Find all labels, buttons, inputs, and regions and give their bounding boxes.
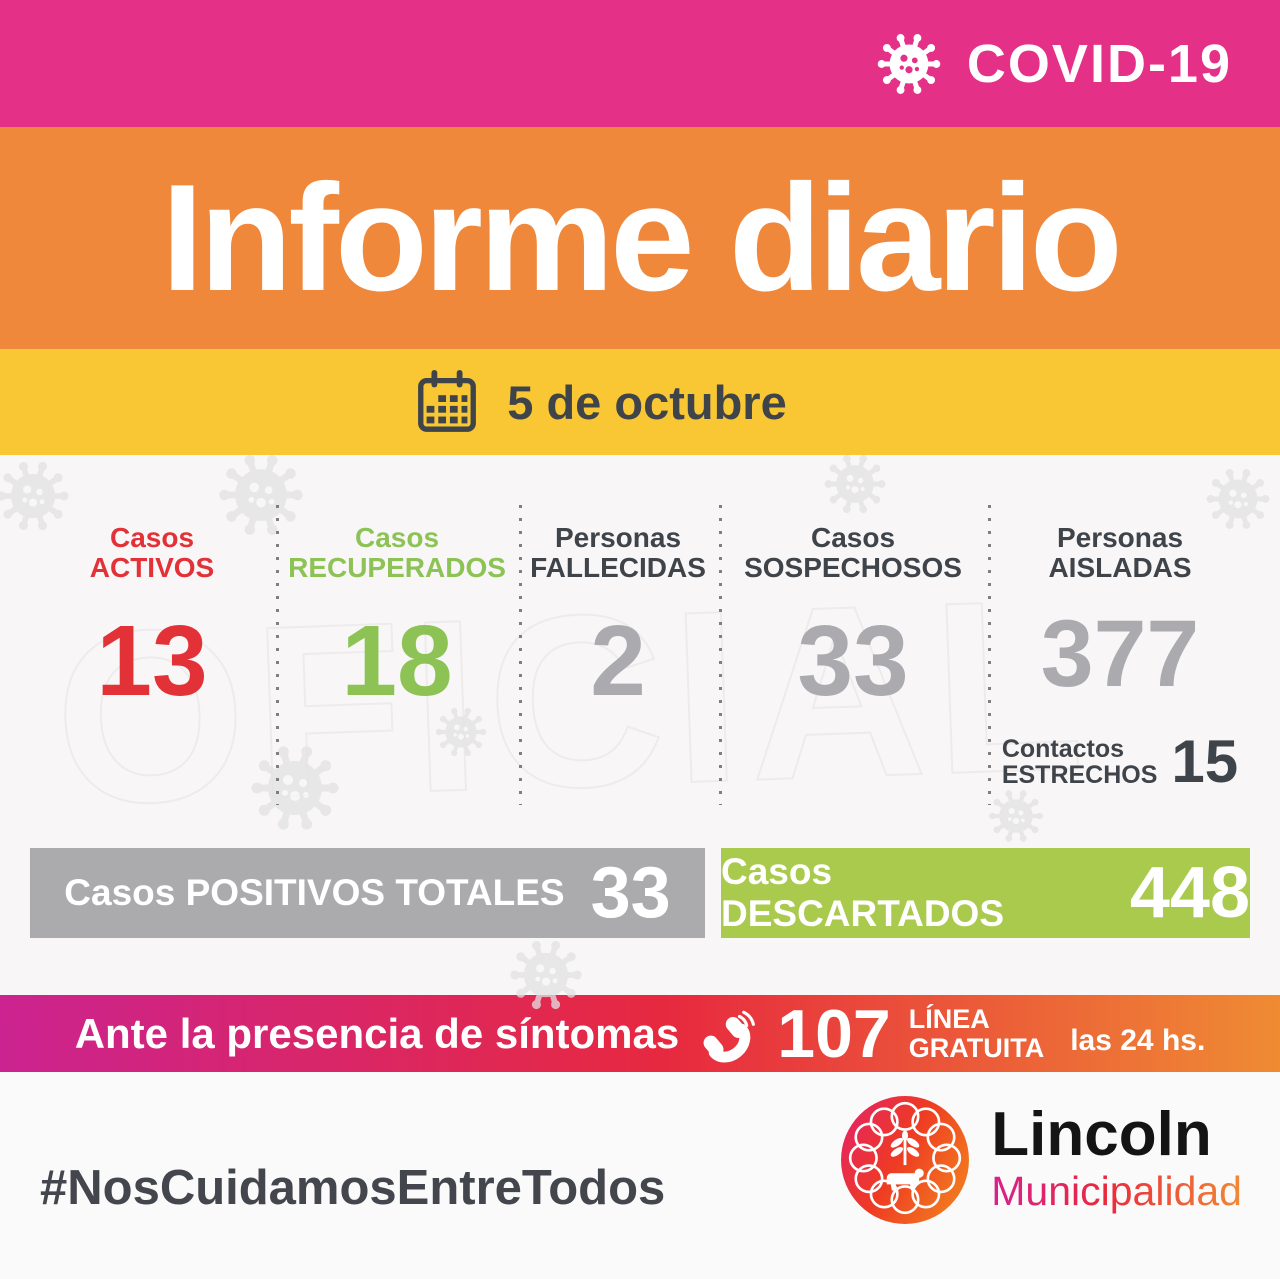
lincoln-emblem-icon — [841, 1096, 970, 1224]
covid-badge: COVID-19 — [873, 28, 1232, 100]
logo-org-name: Municipalidad — [991, 1168, 1242, 1215]
stats-columns: Casos ACTIVOS 13 Casos RECUPERADOS 18 Pers… — [0, 455, 1280, 848]
hotline-free-line-label: LÍNEA GRATUITA — [908, 1004, 1045, 1063]
stat-label: Casos SOSPECHOSOS — [744, 522, 962, 584]
stats-section: OFICIAL Casos ACTIVOS 13 Casos RECUPERADOS… — [0, 455, 1280, 857]
covid-label: COVID-19 — [966, 33, 1232, 94]
hotline-number: 107 — [777, 995, 891, 1072]
logo-city-name: Lincoln — [991, 1100, 1212, 1170]
virus-icon — [873, 28, 945, 100]
stat-isolated-persons: Personas AISLADAS 377 Contactos ESTRECHOS … — [988, 455, 1252, 848]
logo-text: Lincoln Municipalidad — [991, 1104, 1242, 1215]
header-bar: COVID-19 — [0, 0, 1280, 127]
discarded-value: 448 — [1129, 853, 1250, 933]
stat-value: 377 — [1040, 601, 1200, 708]
date-bar: 5 de octubre — [0, 349, 1280, 455]
stat-active-cases: Casos ACTIVOS 13 — [28, 455, 276, 848]
stat-label: Casos ACTIVOS — [89, 522, 215, 584]
stat-deceased: Personas FALLECIDAS 2 — [518, 455, 718, 848]
column-divider — [719, 505, 722, 805]
phone-icon — [703, 1010, 756, 1063]
footer: #NosCuidamosEntreTodos — [0, 1072, 1280, 1279]
page-title: Informe diario — [161, 153, 1122, 323]
calendar-icon — [418, 369, 477, 432]
totals-banners: Casos POSITIVOS TOTALES 33 Casos DESCART… — [0, 848, 1280, 938]
column-divider — [519, 505, 522, 805]
close-contacts-label: Contactos ESTRECHOS — [1001, 735, 1158, 790]
total-positive-value: 33 — [590, 853, 671, 933]
stat-label: Personas FALLECIDAS — [530, 522, 706, 584]
hotline-bar: Ante la presencia de síntomas 107 LÍNEA G… — [0, 995, 1280, 1072]
stat-value: 33 — [797, 605, 909, 718]
stat-label: Casos RECUPERADOS — [288, 522, 506, 584]
hotline-hours: las 24 hs. — [1070, 1023, 1206, 1057]
close-contacts-group: Contactos ESTRECHOS 15 — [1002, 732, 1238, 792]
stat-value: 2 — [590, 605, 646, 718]
spacer — [0, 938, 1280, 995]
stat-value: 18 — [341, 605, 453, 718]
stat-suspected-cases: Casos SOSPECHOSOS 33 — [718, 455, 988, 848]
column-divider — [988, 505, 991, 805]
discarded-label: Casos DESCARTADOS — [721, 851, 1004, 934]
campaign-hashtag: #NosCuidamosEntreTodos — [40, 1161, 666, 1215]
column-divider — [276, 505, 279, 805]
virus-watermark-icon — [505, 934, 587, 1016]
report-date: 5 de octubre — [507, 375, 787, 429]
total-positive-label: Casos POSITIVOS TOTALES — [64, 872, 565, 913]
date-group: 5 de octubre — [413, 368, 787, 436]
title-bar: Informe diario — [0, 127, 1280, 349]
stat-label: Personas AISLADAS — [1048, 522, 1192, 584]
stat-value: 13 — [96, 605, 208, 718]
hotline-message: Ante la presencia de síntomas — [74, 1009, 680, 1057]
total-positive-banner: Casos POSITIVOS TOTALES 33 — [30, 848, 705, 938]
municipality-logo: Lincoln Municipalidad — [839, 1094, 1242, 1226]
close-contacts-value: 15 — [1171, 728, 1239, 796]
stat-recovered-cases: Casos RECUPERADOS 18 — [276, 455, 518, 848]
discarded-banner: Casos DESCARTADOS 448 — [721, 848, 1250, 938]
